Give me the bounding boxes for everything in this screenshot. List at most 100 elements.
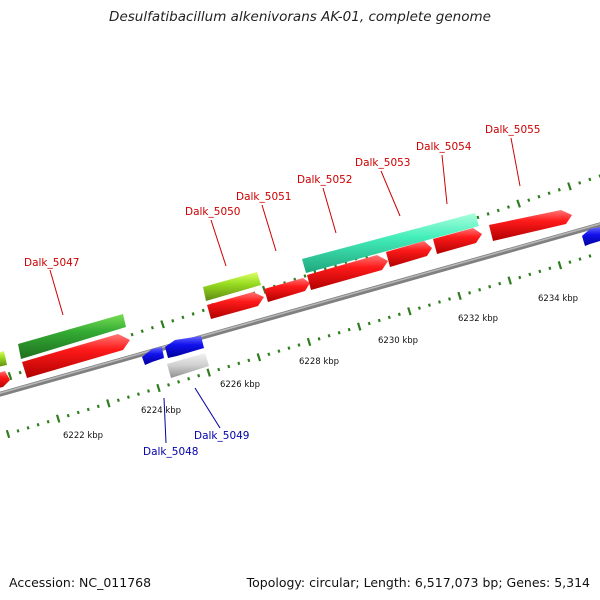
- major-tick: [156, 383, 161, 393]
- minor-tick: [146, 389, 150, 393]
- scale-label: 6226 kbp: [220, 380, 260, 390]
- gene-label-dalk_5050[interactable]: Dalk_5050: [185, 206, 241, 218]
- minor-tick: [578, 181, 582, 185]
- minor-tick: [478, 288, 482, 292]
- gene-blue-1[interactable]: [142, 347, 164, 365]
- major-tick: [55, 414, 61, 423]
- major-tick: [306, 337, 312, 347]
- minor-tick: [468, 291, 472, 295]
- minor-tick: [377, 318, 381, 323]
- gene-red-6[interactable]: [386, 241, 432, 267]
- gene-red-2[interactable]: [22, 334, 130, 378]
- gene-red-3[interactable]: [207, 292, 264, 319]
- minor-tick: [116, 398, 120, 402]
- minor-tick: [287, 346, 291, 350]
- leader-line: [261, 204, 277, 252]
- minor-tick: [303, 274, 307, 278]
- major-tick: [567, 182, 572, 191]
- major-tick: [206, 368, 211, 377]
- minor-tick: [317, 337, 321, 341]
- minor-tick: [227, 364, 231, 369]
- major-tick: [457, 291, 462, 301]
- gene-olive-edge[interactable]: [0, 351, 7, 367]
- minor-tick: [140, 329, 144, 333]
- leader-line: [380, 170, 401, 217]
- gene-blue-2[interactable]: [165, 336, 204, 358]
- minor-tick: [237, 361, 241, 366]
- minor-tick: [588, 254, 592, 258]
- major-tick: [507, 276, 512, 285]
- minor-tick: [26, 426, 30, 430]
- gene-label-dalk_5048[interactable]: Dalk_5048: [143, 446, 199, 458]
- minor-tick: [96, 404, 100, 409]
- minor-tick: [16, 429, 20, 433]
- gene-label-dalk_5053[interactable]: Dalk_5053: [355, 157, 411, 169]
- gene-label-dalk_5055[interactable]: Dalk_5055: [485, 124, 541, 136]
- gene-red-1[interactable]: [0, 371, 10, 389]
- minor-tick: [18, 370, 22, 375]
- scale-label: 6224 kbp: [141, 406, 181, 416]
- minor-tick: [66, 413, 70, 418]
- minor-tick: [177, 380, 181, 384]
- minor-tick: [191, 312, 195, 316]
- leader-line: [322, 187, 337, 234]
- gene-cyan-1[interactable]: [302, 213, 479, 273]
- gene-green-1[interactable]: [18, 314, 126, 359]
- leader-line: [510, 137, 521, 187]
- gene-label-dalk_5047[interactable]: Dalk_5047: [24, 257, 80, 269]
- gene-red-8[interactable]: [489, 210, 572, 241]
- major-tick: [160, 320, 165, 329]
- major-tick: [516, 199, 521, 208]
- scale-label: 6222 kbp: [63, 431, 103, 441]
- gene-lime-1[interactable]: [203, 272, 261, 301]
- gene-blue-3[interactable]: [582, 227, 600, 246]
- minor-tick: [397, 312, 401, 317]
- minor-tick: [126, 395, 130, 399]
- major-tick: [407, 307, 412, 316]
- minor-tick: [448, 297, 452, 301]
- minor-tick: [171, 319, 175, 323]
- minor-tick: [136, 392, 140, 396]
- gene-label-dalk_5052[interactable]: Dalk_5052: [297, 174, 353, 186]
- minor-tick: [46, 419, 50, 424]
- minor-tick: [486, 212, 490, 216]
- gene-red-4[interactable]: [264, 278, 310, 302]
- minor-tick: [527, 198, 531, 202]
- gene-label-dalk_5049[interactable]: Dalk_5049: [194, 430, 250, 442]
- gene-label-dalk_5051[interactable]: Dalk_5051: [236, 191, 292, 203]
- scale-label: 6234 kbp: [538, 294, 578, 304]
- major-tick: [557, 261, 563, 270]
- minor-tick: [36, 423, 40, 427]
- minor-tick: [548, 266, 552, 271]
- scale-label: 6232 kbp: [458, 314, 498, 324]
- minor-tick: [496, 208, 500, 213]
- minor-tick: [197, 373, 201, 378]
- minor-tick: [557, 188, 561, 192]
- major-tick: [7, 371, 13, 381]
- minor-tick: [538, 269, 542, 274]
- map-title: Desulfatibacillum alkenivorans AK-01, co…: [109, 9, 491, 25]
- minor-tick: [488, 284, 492, 289]
- scale-label: 6230 kbp: [378, 336, 418, 346]
- minor-tick: [537, 194, 541, 199]
- gene-grey-1[interactable]: [167, 353, 209, 378]
- minor-tick: [201, 308, 205, 313]
- leader-line: [163, 397, 167, 444]
- minor-tick: [277, 349, 281, 353]
- gene-red-7[interactable]: [433, 228, 482, 254]
- backbone-line: [0, 222, 600, 397]
- minor-tick: [247, 358, 251, 363]
- gene-red-5[interactable]: [307, 255, 388, 290]
- minor-tick: [547, 191, 551, 196]
- minor-tick: [327, 334, 331, 338]
- minor-tick: [86, 407, 90, 412]
- minor-tick: [518, 275, 522, 280]
- minor-tick: [337, 330, 341, 335]
- minor-tick: [578, 257, 582, 261]
- minor-tick: [267, 352, 271, 356]
- lower-tick-track: [5, 254, 592, 439]
- major-tick: [106, 399, 111, 408]
- minor-tick: [476, 215, 480, 220]
- gene-label-dalk_5054[interactable]: Dalk_5054: [416, 141, 472, 153]
